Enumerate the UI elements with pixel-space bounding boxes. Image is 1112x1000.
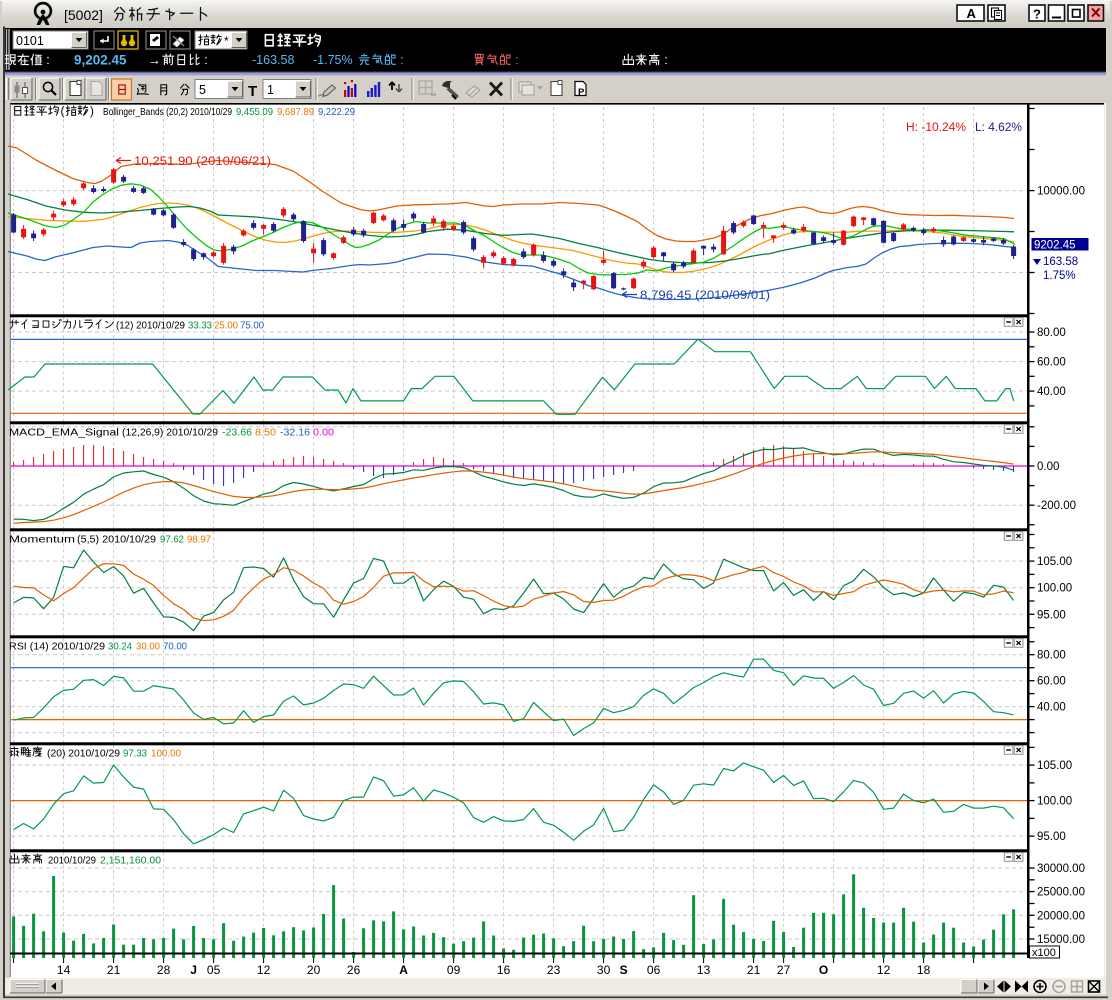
svg-text:2,151,160.00: 2,151,160.00 <box>100 856 161 867</box>
svg-text:(12) 2010/10/29: (12) 2010/10/29 <box>116 321 185 332</box>
svg-text:80.00: 80.00 <box>1037 650 1066 662</box>
svg-text:0101: 0101 <box>16 34 44 48</box>
svg-text:A: A <box>967 6 977 21</box>
svg-text:105.00: 105.00 <box>1037 556 1072 568</box>
svg-text::: : <box>664 53 667 67</box>
svg-text:95.00: 95.00 <box>1037 831 1066 843</box>
svg-text:33.33: 33.33 <box>188 321 212 332</box>
svg-text:O: O <box>819 963 828 977</box>
svg-text:9,222.29: 9,222.29 <box>318 106 355 118</box>
svg-text:0.00: 0.00 <box>1037 461 1059 473</box>
svg-text:[5002]: [5002] <box>64 7 103 23</box>
svg-text:H: -10.24%: H: -10.24% <box>906 122 966 134</box>
svg-text:RSI (14) 2010/10/29: RSI (14) 2010/10/29 <box>9 642 105 653</box>
svg-text:100.00: 100.00 <box>151 749 181 760</box>
svg-text:30.24: 30.24 <box>108 642 132 653</box>
svg-text:(: ( <box>61 106 65 118</box>
svg-text:97.33: 97.33 <box>123 749 147 760</box>
svg-text:12: 12 <box>257 963 271 977</box>
svg-text:25.00: 25.00 <box>214 321 238 332</box>
svg-text:15000.00: 15000.00 <box>1037 934 1085 946</box>
svg-text:163.58: 163.58 <box>1043 256 1078 268</box>
svg-text::: : <box>204 53 207 67</box>
svg-text:Momentum: Momentum <box>9 534 75 546</box>
svg-text:70.00: 70.00 <box>163 642 187 653</box>
svg-text:30.00: 30.00 <box>136 642 160 653</box>
svg-text:40.00: 40.00 <box>1037 386 1066 398</box>
svg-text:?: ? <box>1033 7 1041 22</box>
svg-text:2010/10/29: 2010/10/29 <box>48 856 96 867</box>
svg-text:13: 13 <box>697 963 711 977</box>
svg-text:8,796.45 (2010/09/01): 8,796.45 (2010/09/01) <box>640 290 770 302</box>
svg-text:40.00: 40.00 <box>1037 702 1066 714</box>
svg-text:14: 14 <box>57 963 71 977</box>
svg-text:1.75%: 1.75% <box>1043 270 1076 282</box>
svg-text:10000.00: 10000.00 <box>1037 186 1085 198</box>
svg-text:-32.16: -32.16 <box>280 428 310 439</box>
svg-text:5: 5 <box>199 83 206 97</box>
svg-text:9,455.09: 9,455.09 <box>236 106 273 118</box>
svg-text:-23.66: -23.66 <box>222 428 252 439</box>
svg-text:20: 20 <box>307 963 321 977</box>
svg-text:05: 05 <box>207 963 221 977</box>
svg-text:0.00: 0.00 <box>313 428 334 439</box>
svg-text:95.00: 95.00 <box>1037 609 1066 621</box>
svg-text:8.50: 8.50 <box>255 428 276 439</box>
svg-text:1: 1 <box>267 83 274 97</box>
svg-text:A: A <box>399 963 408 977</box>
svg-text:60.00: 60.00 <box>1037 676 1066 688</box>
svg-text:MACD_EMA_Signal: MACD_EMA_Signal <box>9 427 119 439</box>
svg-text:100.00: 100.00 <box>1037 796 1072 808</box>
svg-text:100.00: 100.00 <box>1037 583 1072 595</box>
svg-text:30000.00: 30000.00 <box>1037 863 1085 875</box>
svg-text:9,202.45: 9,202.45 <box>74 53 127 68</box>
svg-text:20000.00: 20000.00 <box>1037 910 1085 922</box>
svg-text:-1.75%: -1.75% <box>313 53 353 67</box>
svg-text:75.00: 75.00 <box>240 321 264 332</box>
svg-text:60.00: 60.00 <box>1037 357 1066 369</box>
svg-text:23: 23 <box>547 963 561 977</box>
svg-text:S: S <box>620 963 628 977</box>
svg-text:→: → <box>148 53 161 68</box>
svg-text:): ) <box>90 106 94 118</box>
svg-text::: : <box>400 53 403 67</box>
svg-text:105.00: 105.00 <box>1037 760 1072 772</box>
svg-text:L: 4.62%: L: 4.62% <box>975 122 1022 134</box>
svg-text:*: * <box>224 34 229 48</box>
svg-text:Bollinger_Bands (20,2) 2010/10: Bollinger_Bands (20,2) 2010/10/29 <box>103 106 232 118</box>
svg-text::: : <box>515 53 518 67</box>
svg-text:80.00: 80.00 <box>1037 327 1066 339</box>
svg-text::: : <box>46 53 49 67</box>
svg-text:x100: x100 <box>1032 947 1056 959</box>
svg-text:09: 09 <box>447 963 461 977</box>
svg-text:10,251.90 (2010/06/21): 10,251.90 (2010/06/21) <box>134 156 271 168</box>
svg-text:9,687.89: 9,687.89 <box>277 106 314 118</box>
svg-text:12: 12 <box>877 963 891 977</box>
svg-text:21: 21 <box>107 963 121 977</box>
svg-text:30: 30 <box>597 963 611 977</box>
svg-text:27: 27 <box>777 963 791 977</box>
svg-text:T: T <box>248 83 257 100</box>
svg-text:9202.45: 9202.45 <box>1034 240 1076 252</box>
svg-text:26: 26 <box>347 963 361 977</box>
svg-text:(12,26,9) 2010/10/29: (12,26,9) 2010/10/29 <box>122 428 218 439</box>
svg-text:J: J <box>190 963 197 977</box>
svg-text:25000.00: 25000.00 <box>1037 887 1085 899</box>
svg-text:(20) 2010/10/29: (20) 2010/10/29 <box>47 749 120 760</box>
svg-text:18: 18 <box>917 963 931 977</box>
svg-text:P: P <box>578 87 585 98</box>
svg-text:21: 21 <box>747 963 761 977</box>
svg-text:16: 16 <box>497 963 511 977</box>
svg-text:(5,5) 2010/10/29: (5,5) 2010/10/29 <box>77 535 156 546</box>
svg-text:97.62: 97.62 <box>160 535 184 546</box>
svg-text:98.97: 98.97 <box>187 535 211 546</box>
svg-text:-163.58: -163.58 <box>252 53 294 67</box>
svg-text:28: 28 <box>157 963 171 977</box>
svg-text:06: 06 <box>647 963 661 977</box>
svg-text:-200.00: -200.00 <box>1037 500 1076 512</box>
